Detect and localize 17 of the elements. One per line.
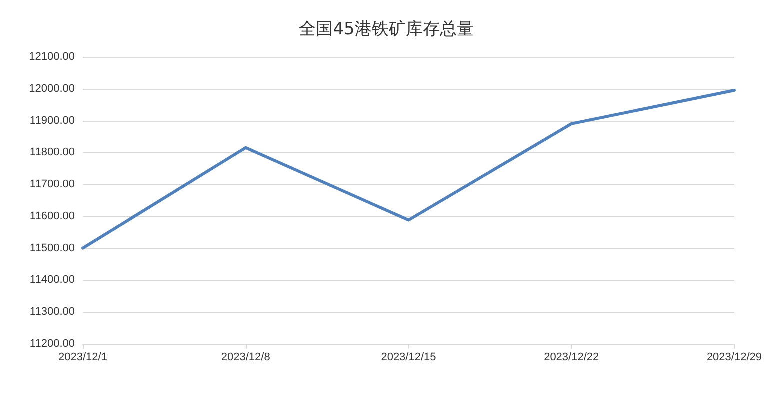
y-tick-label: 11200.00 <box>30 338 75 350</box>
y-tick-label: 11700.00 <box>30 178 75 191</box>
y-tick-label: 12100.00 <box>29 51 75 63</box>
y-tick-label: 11500.00 <box>30 242 75 254</box>
x-tick-label: 2023/12/8 <box>221 352 270 364</box>
chart-title: 全国45港铁矿库存总量 <box>299 20 474 40</box>
line-series <box>82 88 736 250</box>
x-tick-label: 2023/12/1 <box>58 352 108 364</box>
y-tick-label: 11400.00 <box>30 274 75 286</box>
y-tick-label: 11300.00 <box>30 306 75 318</box>
x-tick-label: 2023/12/29 <box>706 352 762 364</box>
y-tick-label: 11900.00 <box>30 114 75 127</box>
y-tick-label: 11800.00 <box>30 146 75 159</box>
y-tick-label: 11600.00 <box>30 210 75 222</box>
y-tick-label: 12000.00 <box>29 82 75 95</box>
x-tick-label: 2023/12/22 <box>544 352 600 364</box>
x-tick-label: 2023/12/15 <box>381 352 436 364</box>
